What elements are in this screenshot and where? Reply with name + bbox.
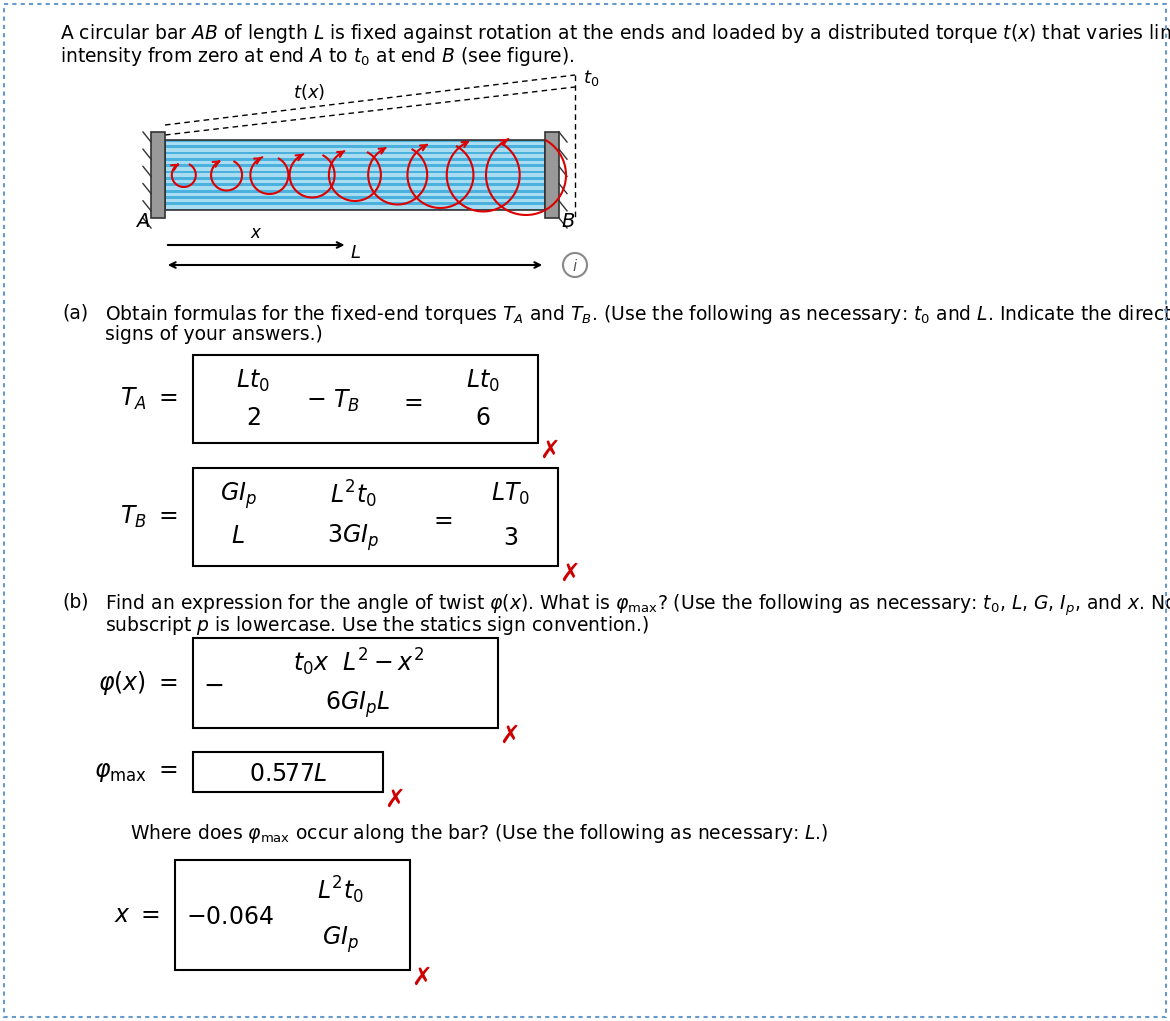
Bar <box>166 174 544 177</box>
Text: Obtain formulas for the fixed-end torques $T_A$ and $T_B$. (Use the following as: Obtain formulas for the fixed-end torque… <box>105 303 1170 326</box>
Text: $=$: $=$ <box>429 507 453 531</box>
Text: $GI_p$: $GI_p$ <box>322 925 358 956</box>
Text: $i$: $i$ <box>572 258 578 274</box>
Text: $Lt_0$: $Lt_0$ <box>236 368 270 394</box>
Text: $A$: $A$ <box>135 212 150 231</box>
Text: $0.577L$: $0.577L$ <box>249 762 328 786</box>
Bar <box>193 355 538 443</box>
Text: $L^2t_0$: $L^2t_0$ <box>330 478 377 509</box>
Text: ✗: ✗ <box>412 966 433 990</box>
Text: (a): (a) <box>62 303 88 322</box>
Bar <box>166 148 544 151</box>
Text: $=$: $=$ <box>399 389 422 414</box>
Text: $t_0 x\ \ L^2 - x^2$: $t_0 x\ \ L^2 - x^2$ <box>292 646 424 678</box>
Circle shape <box>563 253 587 277</box>
Text: $3$: $3$ <box>503 526 518 550</box>
Text: $-\ T_B$: $-\ T_B$ <box>305 388 360 415</box>
Text: intensity from zero at end $A$ to $t_0$ at end $B$ (see figure).: intensity from zero at end $A$ to $t_0$ … <box>60 45 574 68</box>
Bar <box>166 186 544 190</box>
Text: Where does $\varphi_\mathrm{max}$ occur along the bar? (Use the following as nec: Where does $\varphi_\mathrm{max}$ occur … <box>130 822 828 845</box>
Bar <box>166 160 544 164</box>
Text: (b): (b) <box>62 592 89 611</box>
Bar <box>166 180 544 184</box>
Bar <box>193 638 498 728</box>
Bar <box>166 142 544 145</box>
Text: $6$: $6$ <box>475 406 490 430</box>
Text: $t(x)$: $t(x)$ <box>294 82 325 102</box>
Text: $L^2t_0$: $L^2t_0$ <box>317 874 364 906</box>
Text: ✗: ✗ <box>539 439 560 463</box>
Bar <box>166 193 544 196</box>
Text: $T_B\ =$: $T_B\ =$ <box>121 504 178 530</box>
Bar <box>193 752 383 792</box>
Text: $-$: $-$ <box>202 673 223 697</box>
Text: Find an expression for the angle of twist $\varphi(x)$. What is $\varphi_\mathrm: Find an expression for the angle of twis… <box>105 592 1170 618</box>
Text: $-0.064$: $-0.064$ <box>186 905 274 929</box>
Text: $\varphi(x)\ =$: $\varphi(x)\ =$ <box>98 669 178 697</box>
Text: $x\ =$: $x\ =$ <box>113 903 160 927</box>
Text: $6GI_p L$: $6GI_p L$ <box>325 689 391 721</box>
Text: $t_0$: $t_0$ <box>583 68 599 88</box>
Text: $x$: $x$ <box>250 224 262 242</box>
Bar <box>545 132 559 218</box>
Bar <box>193 468 558 566</box>
Bar <box>176 860 410 970</box>
Text: $3GI_p$: $3GI_p$ <box>326 523 379 553</box>
Bar <box>165 140 545 210</box>
Bar <box>166 205 544 209</box>
Bar <box>166 167 544 171</box>
Text: $\varphi_\mathrm{max}\ =$: $\varphi_\mathrm{max}\ =$ <box>94 760 178 784</box>
Text: $LT_0$: $LT_0$ <box>491 481 530 507</box>
Text: ✗: ✗ <box>385 788 406 812</box>
Text: subscript $p$ is lowercase. Use the statics sign convention.): subscript $p$ is lowercase. Use the stat… <box>105 614 649 637</box>
Text: A circular bar $AB$ of length $L$ is fixed against rotation at the ends and load: A circular bar $AB$ of length $L$ is fix… <box>60 22 1170 45</box>
Bar <box>166 199 544 202</box>
Bar <box>166 154 544 158</box>
Bar <box>151 132 165 218</box>
Text: $B$: $B$ <box>560 212 576 231</box>
Text: ✗: ✗ <box>500 724 521 748</box>
Text: $2$: $2$ <box>246 406 260 430</box>
Text: $T_A\ =$: $T_A\ =$ <box>121 386 178 412</box>
Text: signs of your answers.): signs of your answers.) <box>105 325 323 344</box>
Text: $L$: $L$ <box>232 524 245 548</box>
Text: $Lt_0$: $Lt_0$ <box>466 368 500 394</box>
Text: $GI_p$: $GI_p$ <box>220 481 256 512</box>
Text: $L$: $L$ <box>350 244 360 262</box>
Text: ✗: ✗ <box>559 562 580 586</box>
